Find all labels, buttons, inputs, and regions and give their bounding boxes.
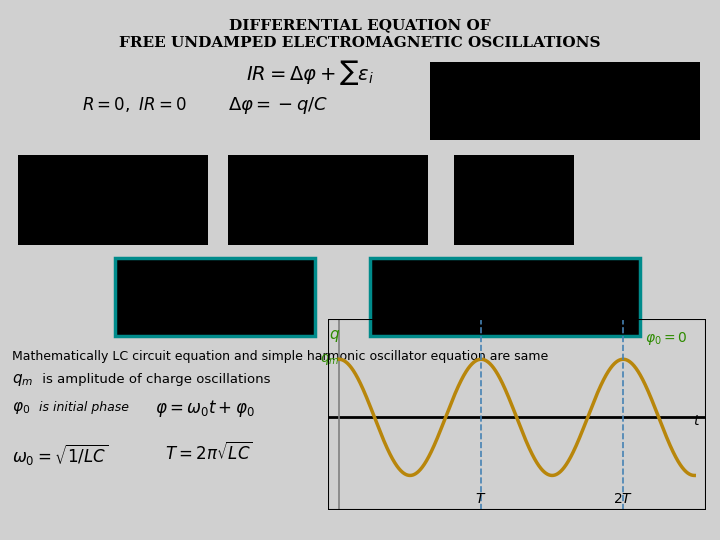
Text: $\omega_0 = \sqrt{1/LC}$: $\omega_0 = \sqrt{1/LC}$	[12, 442, 108, 467]
Text: is amplitude of charge oscillations: is amplitude of charge oscillations	[38, 373, 271, 386]
Bar	[370, 258, 640, 336]
Text: Mathematically LC circuit equation and simple harmonic oscillator equation are s: Mathematically LC circuit equation and s…	[12, 350, 548, 363]
Text: $q$: $q$	[329, 328, 341, 344]
Text: $T = 2\pi\sqrt{LC}$: $T = 2\pi\sqrt{LC}$	[165, 442, 253, 464]
Bar	[115, 258, 315, 336]
Text: DIFFERENTIAL EQUATION OF: DIFFERENTIAL EQUATION OF	[229, 18, 491, 32]
Bar	[18, 155, 208, 245]
Text: is initial phase: is initial phase	[35, 401, 129, 414]
Text: $IR = \Delta\varphi + \sum\varepsilon_i$: $IR = \Delta\varphi + \sum\varepsilon_i$	[246, 58, 374, 87]
Text: $t$: $t$	[693, 414, 701, 428]
Bar	[430, 62, 700, 140]
Text: $q_m$: $q_m$	[320, 352, 340, 367]
Text: $\varphi_0$: $\varphi_0$	[12, 400, 30, 416]
Text: FREE UNDAMPED ELECTROMAGNETIC OSCILLATIONS: FREE UNDAMPED ELECTROMAGNETIC OSCILLATIO…	[120, 36, 600, 50]
Text: $T$: $T$	[475, 492, 487, 505]
Bar	[228, 155, 428, 245]
Text: $\Delta\varphi = -q/C$: $\Delta\varphi = -q/C$	[228, 95, 328, 116]
Bar	[454, 155, 574, 245]
Text: $\varphi_0 = 0$: $\varphi_0 = 0$	[644, 330, 687, 347]
Text: $q_m$: $q_m$	[12, 372, 33, 388]
Text: $2T$: $2T$	[613, 492, 634, 505]
Text: $R = 0,\ IR = 0$: $R = 0,\ IR = 0$	[82, 95, 186, 114]
Text: $\varphi = \omega_0 t + \varphi_0$: $\varphi = \omega_0 t + \varphi_0$	[155, 398, 255, 419]
